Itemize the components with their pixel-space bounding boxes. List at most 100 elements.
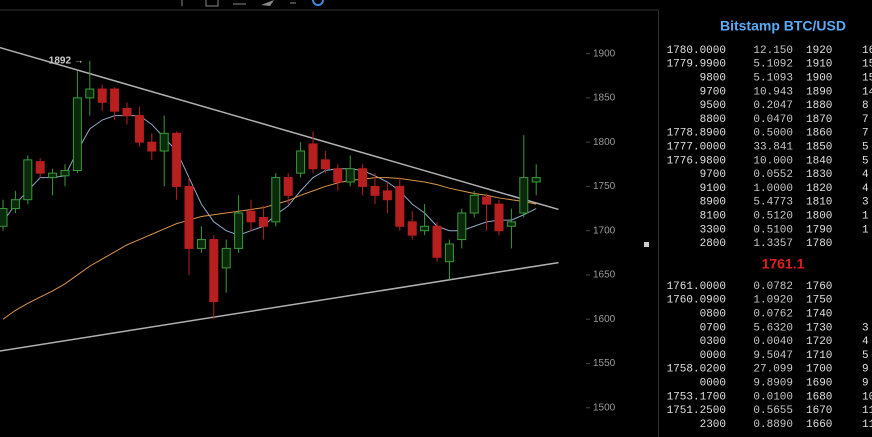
book-level: 1750 [806,295,832,307]
y-tick-label: 1550 [593,358,616,369]
book-price: 8800 [700,114,726,126]
book-amount: 9.5047 [753,350,793,362]
book-level: 1710 [806,350,832,362]
book-price: 1761.0000 [667,281,726,293]
candle-body [72,97,82,171]
candle-body [110,88,120,112]
book-level: 1920 [806,45,832,57]
book-price: 9700 [700,86,726,98]
candle-body [172,132,182,187]
book-amount: 0.5100 [753,224,793,236]
candle-body [519,177,529,214]
book-level: 1810 [806,197,832,209]
book-price: 8100 [700,211,726,223]
book-amount: 0.0762 [753,309,793,321]
book-level: 1830 [806,169,832,181]
book-amount: 0.0100 [753,391,793,403]
y-tick-label: 1600 [593,314,616,325]
candle-body [35,161,45,174]
book-price: 1751.2500 [667,405,726,417]
book-depth: 8 [862,100,869,112]
book-price: 1778.8900 [667,128,726,140]
book-depth: 11 [862,419,872,431]
book-price: 0300 [700,336,726,348]
candle-body [494,203,504,232]
moving-average [2,115,537,236]
book-amount: 0.5655 [753,405,793,417]
candle-body [10,199,20,210]
book-depth: 15 [862,73,872,85]
candle-body [420,225,430,232]
candle-body [97,88,107,103]
y-tick-label: 1900 [593,48,616,59]
candle-body [432,225,442,258]
book-price: 0800 [700,309,726,321]
book-level: 1730 [806,322,832,334]
candle-body [258,216,268,227]
book-amount: 0.0552 [753,169,793,181]
book-level: 1860 [806,128,832,140]
book-level: 1740 [806,309,832,321]
trendline [0,46,559,211]
candle-body [506,221,516,227]
candle-body [221,247,231,269]
book-amount: 9.8909 [753,378,793,390]
candle-body [209,239,219,303]
candle-body [85,88,95,99]
candle-body [147,141,157,152]
book-level: 1690 [806,378,832,390]
book-price: 1753.1700 [667,391,726,403]
settings-icon[interactable] [312,0,324,6]
book-depth: 4 [862,183,869,195]
book-price: 2300 [700,419,726,431]
book-amount: 1.3357 [753,238,793,250]
last-price: 1761.1 [762,256,805,272]
moving-average [2,177,537,320]
book-level: 1870 [806,114,832,126]
book-amount: 1.0920 [753,295,793,307]
candle-body [0,208,8,227]
book-amount: 1.0000 [753,183,793,195]
toolbar-icon[interactable] [205,0,219,7]
plot-area: 1892 → [0,46,559,352]
book-depth: 16 [862,45,872,57]
book-amount: 5.1093 [753,73,793,85]
book-amount: 12.150 [753,45,793,57]
book-level: 1800 [806,211,832,223]
book-depth: 11 [862,405,872,417]
candle-body [271,177,281,223]
candle-body [358,168,368,187]
book-price: 3300 [700,224,726,236]
candle-body [159,132,169,152]
book-level: 1880 [806,100,832,112]
book-price: 9100 [700,183,726,195]
book-level: 1680 [806,391,832,403]
book-level: 1820 [806,183,832,195]
candle-body [122,108,132,117]
book-price: 1776.9800 [667,155,726,167]
book-price: 1760.0900 [667,295,726,307]
toolbar-icon[interactable] [261,0,274,6]
book-amount: 0.2047 [753,100,793,112]
book-depth: 3 [862,197,869,209]
book-price: 1758.0200 [667,364,726,376]
candle-body [333,168,343,183]
book-level: 1850 [806,142,832,154]
candle-body [407,221,417,236]
candle-body [234,212,244,249]
candle-body [345,168,355,183]
candle-body [457,212,467,241]
annotation: 1892 → [49,55,84,66]
book-price: 8900 [700,197,726,209]
candle-body [296,150,306,174]
book-depth: 14 [862,86,872,98]
book-depth: 15 [862,59,872,71]
book-price: 9700 [700,169,726,181]
book-price: 2800 [700,238,726,250]
y-tick-label: 1500 [593,402,616,413]
book-depth: 9 [862,378,869,390]
candle-body [184,185,194,249]
trendline [0,261,559,352]
